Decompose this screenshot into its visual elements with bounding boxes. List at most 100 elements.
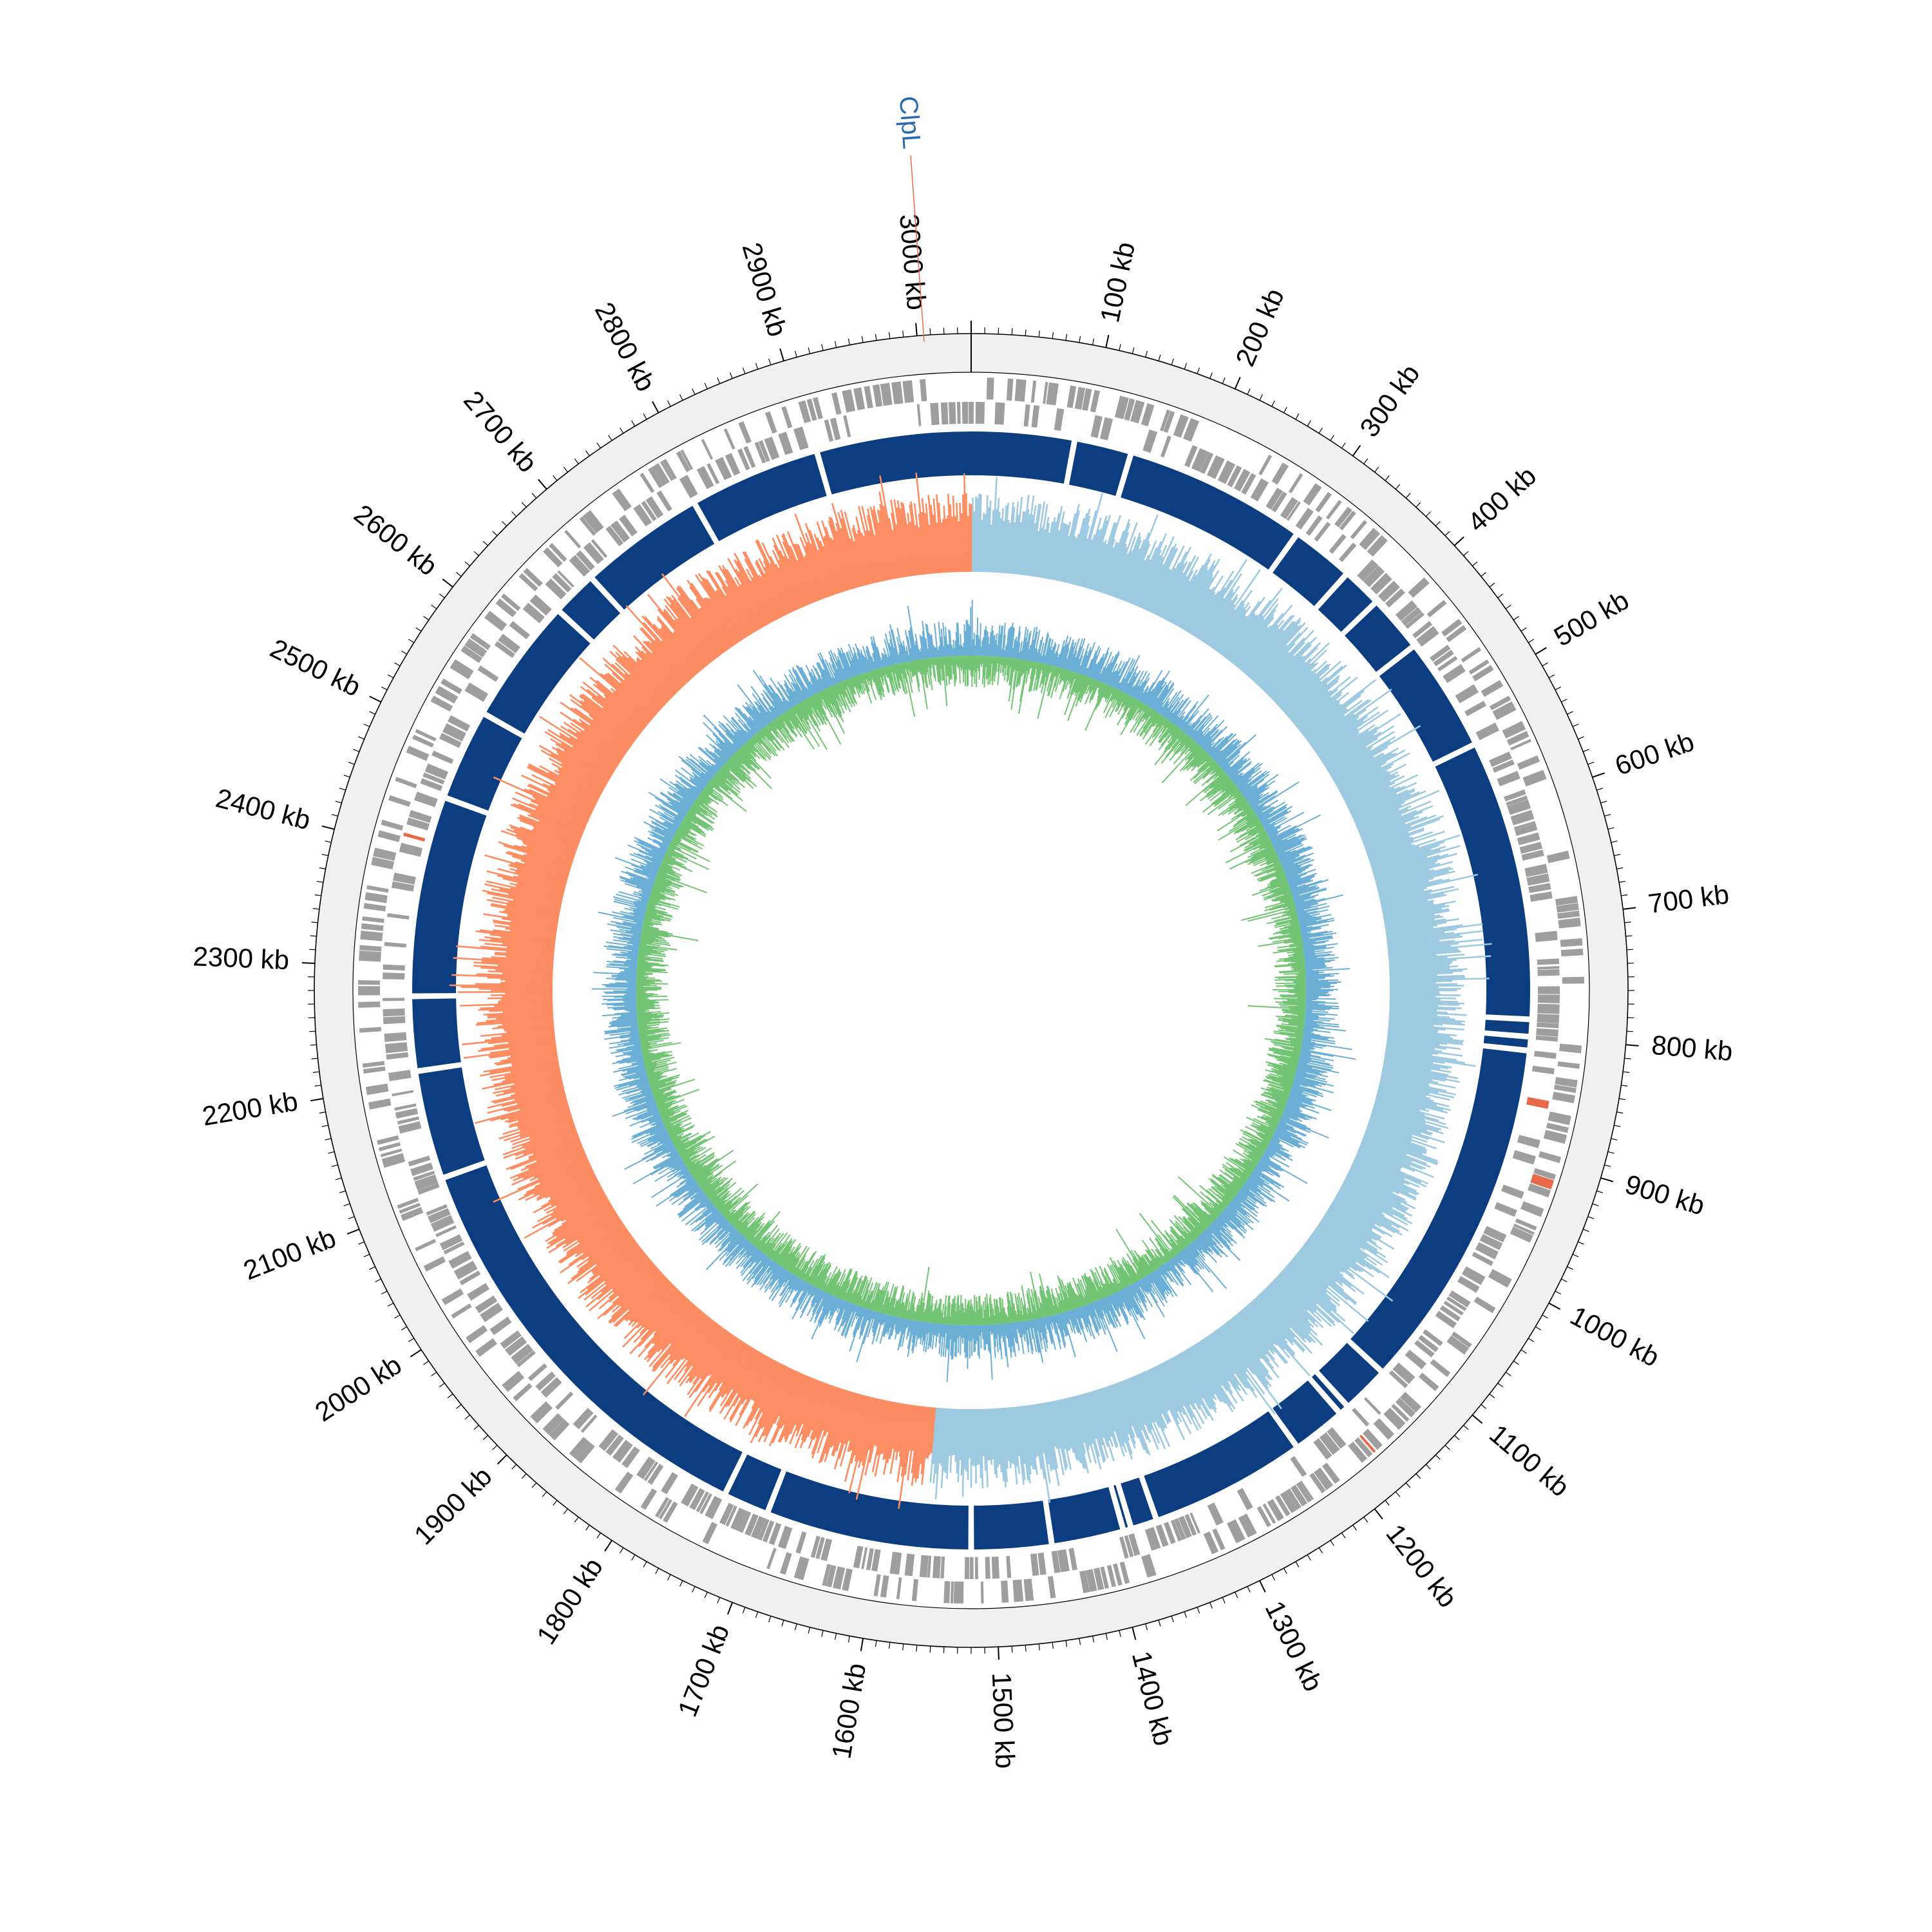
- gene-feature: [964, 1557, 969, 1579]
- gc-content-below: [1242, 1136, 1267, 1150]
- gc-content-below: [1209, 773, 1227, 788]
- gc-skew-bar: [492, 919, 558, 931]
- gc-skew-bar: [732, 1353, 764, 1407]
- gc-skew-bar: [486, 880, 564, 900]
- gc-skew-bar: [517, 817, 580, 842]
- gc-content-below: [1265, 1061, 1297, 1070]
- gc-skew-bar: [1202, 1338, 1238, 1390]
- gc-skew-bar: [716, 589, 748, 638]
- gc-content-below: [1270, 878, 1287, 886]
- gene-feature: [386, 1052, 409, 1060]
- gc-content-above: [1200, 1234, 1222, 1258]
- gc-content-above: [802, 1282, 808, 1291]
- gc-content-below: [1224, 1156, 1251, 1175]
- gc-skew-bar: [1132, 1376, 1153, 1423]
- gc-content-below: [1205, 777, 1231, 798]
- gc-content-below: [1266, 879, 1288, 889]
- gc-content-above: [1305, 1018, 1331, 1022]
- gc-content-above: [1094, 654, 1105, 679]
- gc-content-above: [1269, 832, 1279, 838]
- gc-skew-bar: [511, 855, 570, 874]
- gc-skew-bar: [577, 1233, 632, 1273]
- gc-skew-bar: [591, 1239, 636, 1273]
- gc-content-below: [1212, 1175, 1238, 1195]
- gc-skew-bar: [1189, 1346, 1227, 1405]
- gc-content-below: [1276, 1016, 1305, 1019]
- gc-content-above: [1265, 826, 1276, 833]
- gc-content-above: [1059, 1313, 1067, 1337]
- gc-skew-bar: [909, 504, 920, 576]
- gc-skew-bar: [928, 524, 935, 574]
- gc-skew-bar: [621, 656, 670, 702]
- gc-content-above: [1005, 629, 1010, 658]
- gc-content-below: [1262, 886, 1290, 896]
- gc-content-below: [1247, 1143, 1265, 1154]
- gc-content-above: [1262, 1155, 1282, 1168]
- contig-segment: [770, 1471, 969, 1549]
- gc-content-above: [1177, 701, 1198, 728]
- gc-content-below: [1173, 734, 1189, 752]
- gc-content-below: [938, 1299, 942, 1324]
- gc-skew-bar: [1184, 588, 1211, 631]
- gc-content-above: [1069, 1310, 1075, 1326]
- gc-content-above: [1250, 1174, 1274, 1190]
- gc-skew-bar: [493, 1159, 589, 1203]
- gc-content-above: [1254, 1168, 1285, 1188]
- gc-skew-bar: [657, 1306, 698, 1353]
- gc-skew-bar: [676, 587, 725, 654]
- gc-content-above: [1179, 1252, 1197, 1274]
- gc-skew-bar: [1363, 815, 1444, 846]
- gc-content-below: [931, 1310, 934, 1323]
- gc-content-above: [1291, 1088, 1317, 1098]
- gc-content-below: [1147, 1249, 1160, 1268]
- contig-segment: [971, 431, 1072, 484]
- gc-skew-bar: [757, 574, 782, 618]
- gc-skew-bar: [924, 513, 933, 574]
- gc-content-below: [1169, 1218, 1191, 1244]
- gc-content-below: [1077, 1295, 1083, 1307]
- gc-skew-bar: [547, 1193, 607, 1227]
- gc-content-below: [1088, 1276, 1100, 1300]
- gc-skew-bar: [509, 1148, 584, 1179]
- gc-skew-bar: [1352, 790, 1416, 820]
- gc-content-below: [1142, 707, 1151, 719]
- gc-content-below: [1267, 1053, 1299, 1062]
- gc-content-above: [1288, 873, 1317, 884]
- gene-feature: [1370, 573, 1392, 594]
- gc-skew-bar: [813, 1385, 834, 1441]
- gc-content-below: [1187, 1218, 1203, 1234]
- gc-content-above: [1153, 686, 1170, 710]
- gc-skew-bar: [1160, 1363, 1185, 1406]
- gc-content-below: [876, 1291, 884, 1312]
- gc-skew-bar: [882, 1401, 895, 1461]
- gc-content-below: [880, 1304, 884, 1314]
- gc-skew-bar: [824, 1388, 842, 1437]
- gc-content-above: [879, 1313, 884, 1325]
- gc-skew-bar: [778, 1372, 800, 1417]
- gene-feature: [1468, 659, 1490, 675]
- gc-content-below: [945, 1316, 947, 1325]
- gene-feature: [853, 1546, 864, 1569]
- gc-content-below: [901, 1305, 905, 1318]
- gc-content-below: [1291, 916, 1298, 920]
- gc-skew-bar: [855, 516, 873, 584]
- gene-feature: [911, 1578, 918, 1602]
- gc-skew-bar: [1320, 724, 1376, 761]
- gc-skew-bar: [699, 608, 730, 650]
- gc-skew-bar: [1152, 1367, 1179, 1419]
- gc-content-above: [1300, 1050, 1334, 1057]
- gc-skew-bar: [478, 1006, 553, 1011]
- gc-skew-bar: [1382, 1066, 1460, 1083]
- gc-skew-bar: [1259, 1293, 1307, 1343]
- gc-content-above: [785, 1278, 801, 1303]
- gc-content-above: [1303, 952, 1315, 955]
- gc-content-below: [1126, 1260, 1139, 1282]
- gene-feature: [383, 972, 405, 980]
- gc-content-below: [1238, 1167, 1251, 1176]
- gc-skew-bar: [1341, 770, 1387, 796]
- gc-content-above: [1262, 811, 1288, 826]
- gc-content-above: [1245, 783, 1267, 799]
- gc-content-below: [1278, 883, 1289, 888]
- gc-content-above: [1010, 1323, 1016, 1357]
- gc-content-above: [1037, 653, 1041, 663]
